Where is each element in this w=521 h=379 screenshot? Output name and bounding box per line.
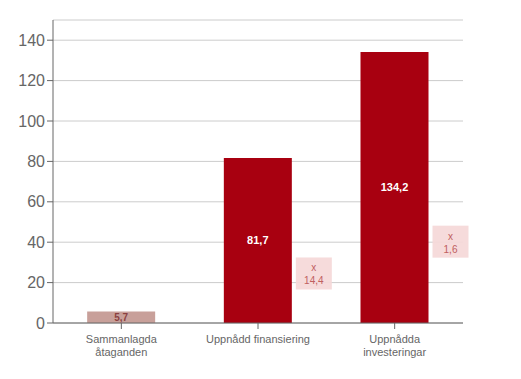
svg-text:40: 40 bbox=[27, 234, 45, 251]
svg-text:x14,4: x14,4 bbox=[304, 262, 324, 286]
svg-text:x1,6: x1,6 bbox=[444, 231, 458, 255]
svg-text:20: 20 bbox=[27, 274, 45, 291]
svg-text:5,7: 5,7 bbox=[114, 312, 128, 323]
svg-text:81,7: 81,7 bbox=[247, 234, 268, 246]
svg-text:80: 80 bbox=[27, 153, 45, 170]
svg-text:Uppnåddainvesteringar: Uppnåddainvesteringar bbox=[363, 333, 426, 358]
svg-text:60: 60 bbox=[27, 193, 45, 210]
svg-text:120: 120 bbox=[18, 72, 45, 89]
svg-text:Sammanlagdaåtaganden: Sammanlagdaåtaganden bbox=[86, 333, 158, 358]
svg-text:0: 0 bbox=[36, 315, 45, 332]
svg-text:100: 100 bbox=[18, 113, 45, 130]
svg-text:134,2: 134,2 bbox=[381, 181, 409, 193]
svg-text:Uppnådd finansiering: Uppnådd finansiering bbox=[206, 333, 310, 345]
svg-text:140: 140 bbox=[18, 32, 45, 49]
